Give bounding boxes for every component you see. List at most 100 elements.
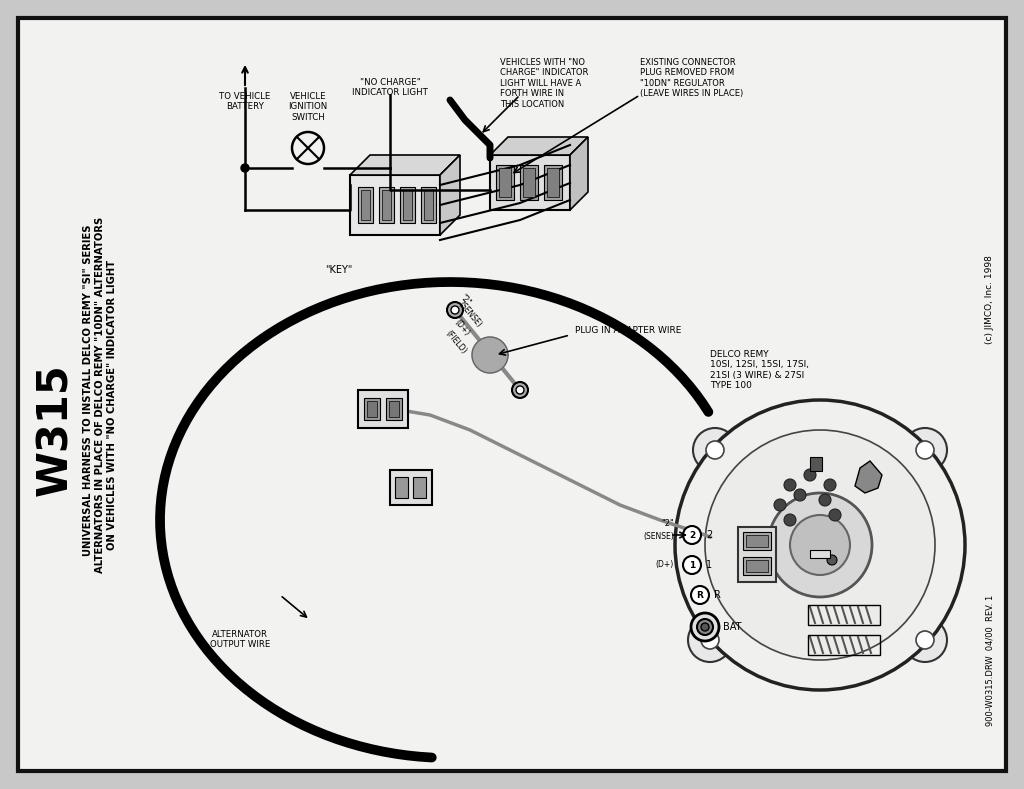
Bar	[358, 390, 408, 428]
Text: "2": "2"	[458, 293, 472, 308]
Text: 900-W0315.DRW  04/00  REV. 1: 900-W0315.DRW 04/00 REV. 1	[985, 594, 994, 726]
Circle shape	[819, 494, 831, 506]
Bar	[400, 187, 415, 223]
Circle shape	[701, 631, 719, 649]
Circle shape	[691, 586, 709, 604]
Circle shape	[768, 493, 872, 597]
Bar	[746, 560, 768, 572]
Bar	[808, 635, 880, 655]
Circle shape	[829, 509, 841, 521]
Bar	[361, 190, 370, 220]
Bar	[389, 401, 399, 417]
Text: VEHICLES WITH "NO
CHARGE" INDICATOR
LIGHT WILL HAVE A
FORTH WIRE IN
THIS LOCATIO: VEHICLES WITH "NO CHARGE" INDICATOR LIGH…	[500, 58, 589, 109]
Circle shape	[804, 469, 816, 481]
Text: R: R	[696, 590, 703, 600]
Text: (SENSE): (SENSE)	[643, 533, 674, 541]
Bar	[403, 190, 412, 220]
Circle shape	[675, 400, 965, 690]
Bar	[386, 398, 402, 420]
Text: PLUG IN ADAPTER WIRE: PLUG IN ADAPTER WIRE	[575, 326, 681, 335]
Bar	[395, 477, 408, 498]
Bar	[810, 457, 822, 471]
Bar	[746, 535, 768, 547]
Circle shape	[903, 618, 947, 662]
Circle shape	[784, 479, 796, 491]
Text: 1: 1	[689, 560, 695, 570]
Circle shape	[512, 382, 528, 398]
Circle shape	[451, 306, 459, 314]
Circle shape	[697, 619, 713, 635]
Text: UNIVERSAL HARNESS TO INSTALL DELCO REMY "SI" SERIES: UNIVERSAL HARNESS TO INSTALL DELCO REMY …	[83, 224, 93, 555]
Circle shape	[794, 489, 806, 501]
Polygon shape	[570, 137, 588, 210]
Bar	[413, 477, 426, 498]
Circle shape	[824, 479, 836, 491]
Bar	[520, 165, 538, 200]
Bar	[523, 168, 535, 197]
Bar	[743, 532, 771, 550]
Circle shape	[774, 499, 786, 511]
Bar	[743, 557, 771, 575]
Bar	[808, 605, 880, 625]
Text: W315: W315	[34, 364, 76, 496]
Text: VEHICLE
IGNITION
SWITCH: VEHICLE IGNITION SWITCH	[289, 92, 328, 122]
Text: "NO CHARGE"
INDICATOR LIGHT: "NO CHARGE" INDICATOR LIGHT	[352, 78, 428, 97]
Text: ALTERNATOR
OUTPUT WIRE: ALTERNATOR OUTPUT WIRE	[210, 630, 270, 649]
Text: 1: 1	[706, 560, 712, 570]
Text: 2: 2	[706, 530, 713, 540]
Bar	[499, 168, 511, 197]
Bar	[390, 470, 432, 505]
Text: "KEY": "KEY"	[325, 265, 352, 275]
Text: (D+): (D+)	[453, 318, 471, 338]
Circle shape	[691, 613, 719, 641]
Text: (SENSE): (SENSE)	[457, 301, 483, 330]
Bar	[358, 187, 373, 223]
Bar	[379, 187, 394, 223]
Text: BAT: BAT	[723, 622, 741, 632]
Bar	[364, 398, 380, 420]
Circle shape	[683, 526, 701, 544]
Text: DELCO REMY
10SI, 12SI, 15SI, 17SI,
21SI (3 WIRE) & 27SI
TYPE 100: DELCO REMY 10SI, 12SI, 15SI, 17SI, 21SI …	[710, 350, 809, 391]
Circle shape	[701, 623, 709, 631]
Text: ALTERNATORS IN PLACE OF DELCO REMY "10DN" ALTERNATORS: ALTERNATORS IN PLACE OF DELCO REMY "10DN…	[95, 217, 105, 573]
Circle shape	[688, 618, 732, 662]
Text: (c) JIMCO, Inc. 1998: (c) JIMCO, Inc. 1998	[985, 256, 994, 345]
Circle shape	[916, 441, 934, 459]
Circle shape	[827, 555, 837, 565]
Bar	[421, 187, 436, 223]
Circle shape	[790, 515, 850, 575]
Polygon shape	[490, 137, 588, 155]
Text: 2: 2	[689, 530, 695, 540]
Circle shape	[705, 430, 935, 660]
Text: R: R	[714, 590, 721, 600]
Circle shape	[241, 164, 249, 172]
Text: ON VEHICLES WITH "NO CHARGE" INDICATOR LIGHT: ON VEHICLES WITH "NO CHARGE" INDICATOR L…	[106, 260, 117, 550]
Circle shape	[693, 428, 737, 472]
Bar	[544, 165, 562, 200]
Text: EXISTING CONNECTOR
PLUG REMOVED FROM
"10DN" REGULATOR
(LEAVE WIRES IN PLACE): EXISTING CONNECTOR PLUG REMOVED FROM "10…	[640, 58, 743, 98]
Bar	[810, 550, 830, 558]
Text: "2": "2"	[662, 518, 674, 528]
Text: (FIELD): (FIELD)	[443, 328, 468, 355]
Text: TO VEHICLE
BATTERY: TO VEHICLE BATTERY	[219, 92, 270, 111]
Bar	[424, 190, 433, 220]
Bar	[490, 155, 570, 210]
Polygon shape	[472, 337, 508, 373]
Bar	[367, 401, 377, 417]
Bar	[382, 190, 391, 220]
Bar	[738, 527, 776, 582]
Polygon shape	[855, 461, 882, 493]
Polygon shape	[440, 155, 460, 235]
Circle shape	[916, 631, 934, 649]
Circle shape	[447, 302, 463, 318]
Circle shape	[683, 556, 701, 574]
Circle shape	[903, 428, 947, 472]
Bar	[350, 175, 440, 235]
Circle shape	[706, 441, 724, 459]
Circle shape	[784, 514, 796, 526]
Bar	[547, 168, 559, 197]
Polygon shape	[350, 155, 460, 175]
Circle shape	[516, 386, 524, 394]
Text: (D+): (D+)	[655, 560, 674, 570]
Bar	[496, 165, 514, 200]
